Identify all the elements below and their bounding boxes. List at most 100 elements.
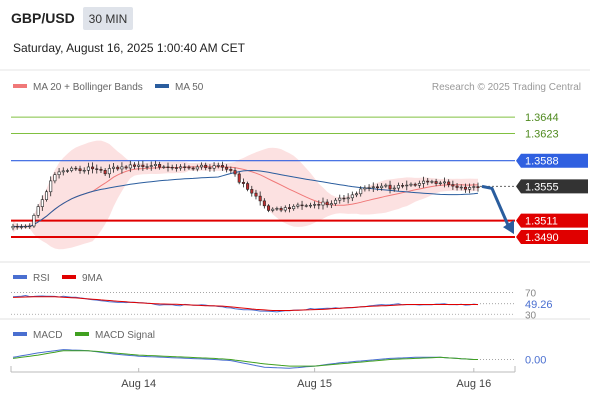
candle — [463, 183, 467, 193]
candle-body — [86, 166, 90, 171]
datetime-label: Saturday, August 16, 2025 1:00:40 AM CET — [13, 41, 245, 55]
candle — [241, 178, 245, 188]
candle — [132, 162, 136, 170]
candle — [158, 161, 162, 170]
price-label-1-3623: 1.3623 — [525, 128, 559, 140]
candle-body — [350, 194, 354, 199]
legend-swatch-macd — [13, 332, 27, 336]
candle — [153, 160, 157, 170]
candle — [170, 164, 174, 171]
candle-body — [195, 166, 199, 170]
candle-body — [363, 187, 367, 190]
legend-swatch-rsi-ma — [62, 275, 76, 279]
candle — [57, 168, 61, 179]
candle — [225, 164, 229, 173]
candle-body — [70, 167, 74, 171]
candle — [86, 162, 90, 175]
candle — [187, 165, 191, 170]
timeframe-badge[interactable]: 30 MIN — [83, 7, 133, 30]
candle — [65, 168, 69, 173]
candle — [40, 195, 44, 211]
candle-body — [204, 164, 208, 169]
candle-body — [325, 201, 329, 206]
price-labels: 1.3644 1.3623 1.3588 1.3555 1.3511 1.3490 — [516, 112, 588, 244]
candle — [78, 165, 82, 174]
legend-label-bollinger: MA 20 + Bollinger Bands — [33, 82, 143, 93]
candle — [120, 162, 124, 174]
rsi-tick-70: 70 — [525, 288, 537, 299]
candle — [401, 183, 405, 189]
candle — [334, 197, 338, 206]
candle — [442, 177, 446, 188]
projection-arrowhead — [503, 220, 514, 235]
candle-body — [49, 180, 53, 193]
candle — [271, 207, 275, 213]
candle — [409, 182, 413, 187]
candle-body — [472, 186, 476, 188]
candle — [107, 164, 111, 178]
candle — [396, 182, 400, 191]
candle-body — [375, 186, 379, 189]
candle — [313, 201, 317, 209]
candle-body — [384, 184, 388, 187]
candle-body — [392, 187, 396, 190]
candle-body — [45, 191, 49, 200]
candle-body — [107, 168, 111, 175]
candle-body — [317, 204, 321, 206]
candle-body — [220, 165, 224, 168]
candle — [191, 166, 195, 171]
candle — [384, 183, 388, 188]
candle-body — [271, 208, 275, 211]
candle — [417, 180, 421, 189]
candle — [451, 180, 455, 191]
macd-last-value: 0.00 — [525, 355, 546, 367]
candle-body — [258, 195, 262, 202]
candle-body — [417, 183, 421, 186]
candle-body — [91, 166, 95, 170]
candle-body — [57, 171, 61, 175]
main-legend: MA 20 + Bollinger Bands MA 50 — [13, 82, 204, 93]
candle-body — [158, 164, 162, 168]
candle-body — [283, 207, 287, 211]
candle — [405, 180, 409, 191]
candle-body — [191, 167, 195, 170]
candle — [183, 163, 187, 171]
candle — [342, 194, 346, 202]
price-tag-1-3555 — [516, 179, 588, 194]
candle — [267, 204, 271, 213]
candle-body — [371, 186, 375, 188]
candle-body — [19, 226, 23, 228]
candle-body — [396, 185, 400, 189]
legend-swatch-macd-signal — [75, 332, 89, 336]
candle — [426, 177, 430, 186]
legend-swatch-rsi — [13, 275, 27, 279]
legend-label-rsi-ma: 9MA — [82, 273, 103, 284]
candle-body — [430, 181, 434, 183]
candle-body — [367, 187, 371, 189]
candle-body — [149, 165, 153, 167]
candle — [422, 176, 426, 188]
candle-body — [162, 166, 166, 168]
candle — [300, 200, 304, 210]
x-tick-label: Aug 14 — [121, 378, 156, 390]
candle-body — [229, 169, 233, 171]
candle-body — [120, 166, 124, 170]
price-label-1-3555: 1.3555 — [525, 181, 559, 193]
candle-body — [313, 204, 317, 206]
candle — [413, 182, 417, 187]
candle — [229, 166, 233, 174]
candle-body — [413, 183, 417, 186]
macd-legend: MACD MACD Signal — [13, 330, 155, 341]
candle — [375, 183, 379, 191]
candle-body — [292, 205, 296, 210]
candle-body — [36, 206, 40, 216]
candle-body — [279, 208, 283, 211]
candle-body — [225, 166, 229, 170]
candle — [329, 200, 333, 209]
legend-label-macd: MACD — [33, 330, 62, 341]
candle-body — [233, 170, 237, 175]
candle-body — [463, 186, 467, 190]
candle-body — [170, 166, 174, 169]
